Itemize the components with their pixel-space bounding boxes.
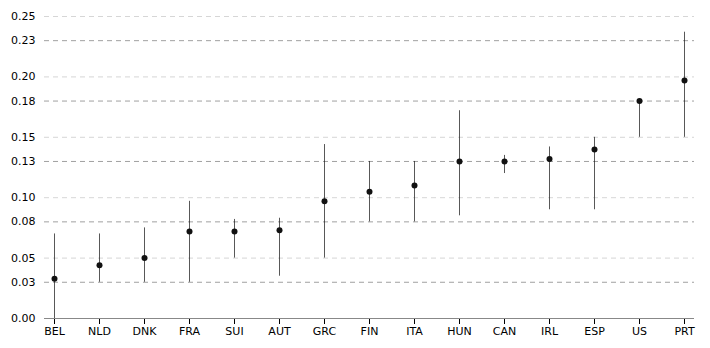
svg-text:BEL: BEL bbox=[44, 325, 65, 338]
svg-text:CAN: CAN bbox=[493, 325, 516, 338]
svg-text:ITA: ITA bbox=[406, 325, 423, 338]
svg-text:PRT: PRT bbox=[674, 325, 694, 338]
svg-text:FIN: FIN bbox=[361, 325, 379, 338]
svg-text:IRL: IRL bbox=[541, 325, 559, 338]
svg-text:US: US bbox=[632, 325, 647, 338]
svg-text:0.10: 0.10 bbox=[11, 191, 36, 204]
svg-text:0.18: 0.18 bbox=[11, 95, 36, 108]
svg-text:GRC: GRC bbox=[313, 325, 337, 338]
svg-text:0.03: 0.03 bbox=[11, 276, 36, 289]
svg-text:ESP: ESP bbox=[584, 325, 605, 338]
svg-text:0.08: 0.08 bbox=[11, 215, 36, 228]
svg-text:0.20: 0.20 bbox=[11, 70, 36, 83]
svg-text:0.05: 0.05 bbox=[11, 252, 36, 265]
svg-text:0.25: 0.25 bbox=[11, 10, 36, 23]
svg-text:DNK: DNK bbox=[133, 325, 158, 338]
svg-text:NLD: NLD bbox=[88, 325, 111, 338]
svg-text:0.13: 0.13 bbox=[11, 155, 36, 168]
svg-text:AUT: AUT bbox=[268, 325, 291, 338]
svg-text:0.23: 0.23 bbox=[11, 34, 36, 47]
svg-text:0.15: 0.15 bbox=[11, 131, 36, 144]
svg-text:HUN: HUN bbox=[447, 325, 472, 338]
svg-text:FRA: FRA bbox=[179, 325, 201, 338]
svg-text:SUI: SUI bbox=[225, 325, 243, 338]
svg-text:0.00: 0.00 bbox=[11, 312, 36, 325]
